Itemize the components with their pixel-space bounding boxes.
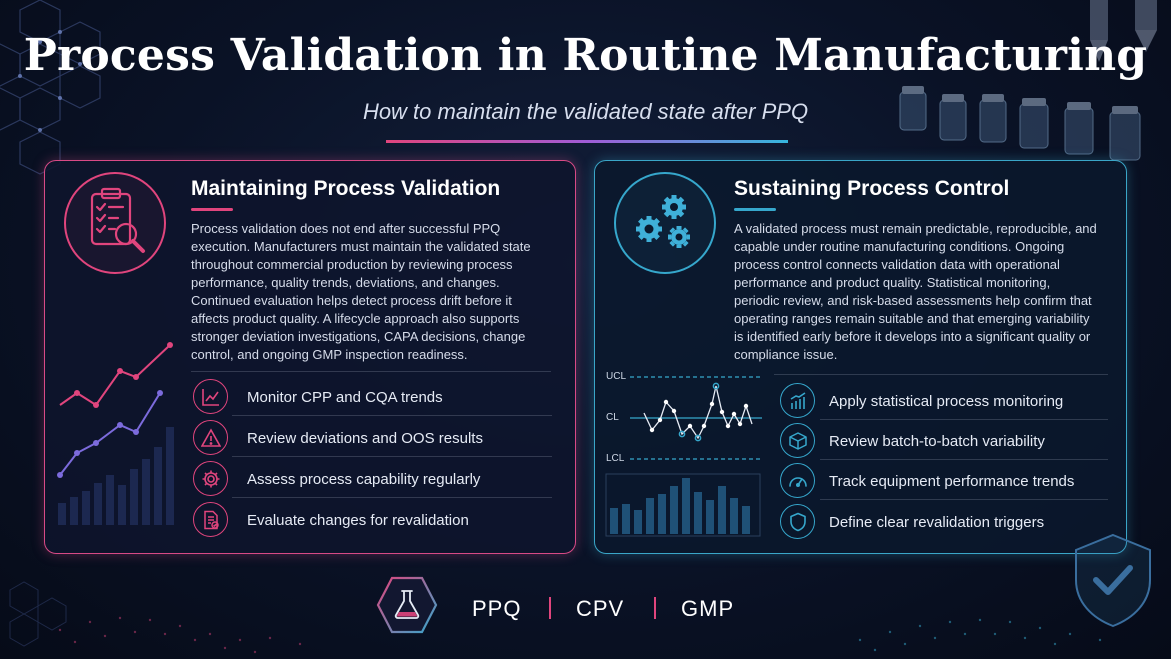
footer-separator <box>549 597 551 619</box>
control-chart-decoration <box>605 376 762 537</box>
list-divider <box>232 456 552 457</box>
left-list-item-1: Monitor CPP and CQA trends <box>247 389 443 406</box>
list-divider <box>232 415 552 416</box>
vials-decoration <box>899 0 1157 161</box>
page-title: Process Validation in Routine Manufactur… <box>23 30 1148 81</box>
right-panel-body: A validated process must remain predicta… <box>734 221 1097 362</box>
clipboard-magnifier-icon <box>64 172 166 274</box>
cube-icon <box>780 423 815 458</box>
gauge-icon <box>780 463 815 498</box>
footer-tag-ppq: PPQ <box>472 596 522 621</box>
list-divider <box>820 419 1108 420</box>
page-subtitle: How to maintain the validated state afte… <box>362 99 809 124</box>
left-list-item-4: Evaluate changes for revalidation <box>247 512 469 529</box>
right-list-item-3: Track equipment performance trends <box>829 473 1075 490</box>
list-divider <box>820 499 1108 500</box>
right-list-item-1: Apply statistical process monitoring <box>829 393 1064 410</box>
ucl-label: UCL <box>606 371 627 382</box>
flask-icon <box>376 575 438 635</box>
left-panel-body: Process validation does not end after su… <box>191 221 531 362</box>
left-panel-title: Maintaining Process Validation <box>191 177 501 200</box>
right-list-divider <box>774 374 1108 375</box>
left-list-divider <box>191 371 551 372</box>
particle-wave-decoration <box>9 581 1102 654</box>
footer-tag-cpv: CPV <box>576 596 625 621</box>
gear-icon <box>193 461 228 496</box>
left-title-accent <box>191 208 233 211</box>
hexagon-network-decoration <box>0 0 101 175</box>
footer-separator <box>654 597 656 619</box>
left-list-item-3: Assess process capability regularly <box>247 471 481 488</box>
right-list-item-4: Define clear revalidation triggers <box>829 514 1045 531</box>
cl-label: CL <box>606 412 619 423</box>
list-divider <box>232 497 552 498</box>
gears-icon <box>614 172 716 274</box>
list-divider <box>820 459 1108 460</box>
subtitle-underline <box>386 140 788 143</box>
document-check-icon <box>193 502 228 537</box>
footer-tag-gmp: GMP <box>681 596 735 621</box>
warning-triangle-icon <box>193 420 228 455</box>
left-trend-chart-decoration <box>57 342 174 525</box>
lcl-label: LCL <box>606 453 625 464</box>
trend-chart-icon <box>193 379 228 414</box>
right-title-accent <box>734 208 776 211</box>
shield-icon <box>780 504 815 539</box>
right-list-item-2: Review batch-to-batch variability <box>829 433 1045 450</box>
bar-chart-up-icon <box>780 383 815 418</box>
right-panel-title: Sustaining Process Control <box>734 177 1010 200</box>
shield-check-decoration <box>1075 533 1151 628</box>
left-list-item-2: Review deviations and OOS results <box>247 430 483 447</box>
